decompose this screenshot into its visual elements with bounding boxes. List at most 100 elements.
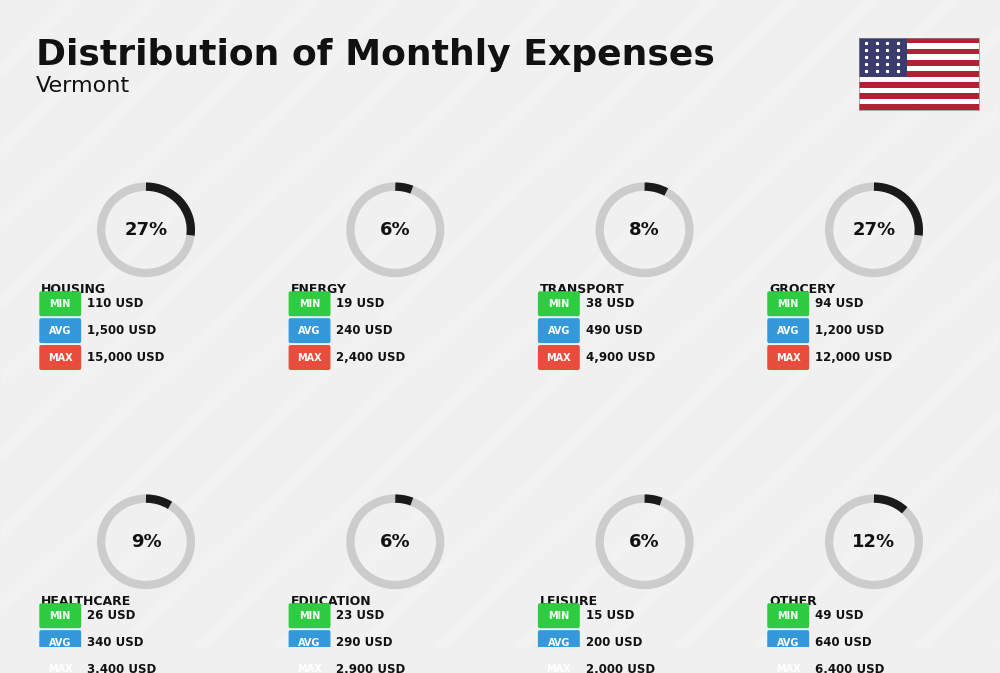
Text: 1,200 USD: 1,200 USD [815, 324, 884, 337]
Text: MIN: MIN [50, 299, 71, 309]
FancyBboxPatch shape [767, 657, 809, 673]
Text: AVG: AVG [548, 637, 570, 647]
FancyBboxPatch shape [859, 65, 979, 71]
Text: AVG: AVG [49, 637, 71, 647]
FancyBboxPatch shape [859, 82, 979, 87]
Text: 8%: 8% [629, 221, 660, 239]
Text: Distribution of Monthly Expenses: Distribution of Monthly Expenses [36, 38, 715, 72]
Text: 110 USD: 110 USD [87, 297, 144, 310]
Text: 15,000 USD: 15,000 USD [87, 351, 165, 364]
Text: MAX: MAX [297, 664, 322, 673]
Text: 6,400 USD: 6,400 USD [815, 663, 884, 673]
FancyBboxPatch shape [39, 603, 81, 628]
Text: MAX: MAX [547, 664, 571, 673]
Text: Vermont: Vermont [36, 76, 130, 96]
Text: MAX: MAX [48, 353, 73, 363]
Text: MAX: MAX [776, 353, 801, 363]
Text: 12%: 12% [852, 533, 896, 551]
FancyBboxPatch shape [859, 71, 979, 77]
Text: 23 USD: 23 USD [336, 609, 385, 623]
Text: MIN: MIN [548, 610, 569, 621]
FancyBboxPatch shape [767, 318, 809, 343]
FancyBboxPatch shape [859, 104, 979, 110]
Text: 640 USD: 640 USD [815, 636, 872, 649]
FancyBboxPatch shape [859, 38, 979, 43]
FancyBboxPatch shape [767, 345, 809, 370]
Text: HOUSING: HOUSING [41, 283, 106, 295]
FancyBboxPatch shape [538, 318, 580, 343]
Text: MAX: MAX [48, 664, 73, 673]
FancyBboxPatch shape [859, 38, 907, 77]
Text: MIN: MIN [50, 610, 71, 621]
Text: MIN: MIN [299, 610, 320, 621]
Text: MAX: MAX [297, 353, 322, 363]
Text: OTHER: OTHER [769, 595, 817, 608]
Text: LEISURE: LEISURE [540, 595, 598, 608]
FancyBboxPatch shape [859, 55, 979, 60]
FancyBboxPatch shape [859, 77, 979, 82]
FancyBboxPatch shape [767, 291, 809, 316]
Text: 240 USD: 240 USD [336, 324, 393, 337]
Text: AVG: AVG [298, 637, 321, 647]
FancyBboxPatch shape [859, 43, 979, 49]
FancyBboxPatch shape [39, 291, 81, 316]
FancyBboxPatch shape [39, 657, 81, 673]
FancyBboxPatch shape [39, 345, 81, 370]
Text: MAX: MAX [547, 353, 571, 363]
FancyBboxPatch shape [39, 630, 81, 655]
FancyBboxPatch shape [859, 87, 979, 94]
Text: 49 USD: 49 USD [815, 609, 864, 623]
Text: AVG: AVG [777, 326, 799, 336]
FancyBboxPatch shape [767, 603, 809, 628]
FancyBboxPatch shape [289, 345, 330, 370]
FancyBboxPatch shape [289, 630, 330, 655]
FancyBboxPatch shape [289, 318, 330, 343]
FancyBboxPatch shape [859, 49, 979, 55]
Text: 12,000 USD: 12,000 USD [815, 351, 892, 364]
Text: 2,900 USD: 2,900 USD [336, 663, 406, 673]
Text: AVG: AVG [298, 326, 321, 336]
FancyBboxPatch shape [767, 630, 809, 655]
Text: AVG: AVG [49, 326, 71, 336]
Text: 6%: 6% [380, 221, 411, 239]
FancyBboxPatch shape [289, 603, 330, 628]
Text: 38 USD: 38 USD [586, 297, 634, 310]
Text: 27%: 27% [852, 221, 896, 239]
Text: MIN: MIN [548, 299, 569, 309]
Text: 340 USD: 340 USD [87, 636, 144, 649]
Text: EDUCATION: EDUCATION [291, 595, 371, 608]
Text: MIN: MIN [778, 299, 799, 309]
FancyBboxPatch shape [39, 318, 81, 343]
FancyBboxPatch shape [859, 99, 979, 104]
Text: 19 USD: 19 USD [336, 297, 385, 310]
Text: 26 USD: 26 USD [87, 609, 136, 623]
Text: MIN: MIN [299, 299, 320, 309]
Text: 490 USD: 490 USD [586, 324, 642, 337]
Text: 2,400 USD: 2,400 USD [336, 351, 406, 364]
Text: MIN: MIN [778, 610, 799, 621]
Text: 290 USD: 290 USD [336, 636, 393, 649]
Text: 9%: 9% [131, 533, 161, 551]
Text: 3,400 USD: 3,400 USD [87, 663, 156, 673]
Text: 15 USD: 15 USD [586, 609, 634, 623]
FancyBboxPatch shape [538, 603, 580, 628]
Text: 6%: 6% [380, 533, 411, 551]
Text: AVG: AVG [548, 326, 570, 336]
FancyBboxPatch shape [859, 60, 979, 65]
Text: 6%: 6% [629, 533, 660, 551]
Text: 200 USD: 200 USD [586, 636, 642, 649]
FancyBboxPatch shape [538, 657, 580, 673]
FancyBboxPatch shape [289, 291, 330, 316]
Text: 1,500 USD: 1,500 USD [87, 324, 156, 337]
Text: ENERGY: ENERGY [291, 283, 347, 295]
FancyBboxPatch shape [289, 657, 330, 673]
Text: GROCERY: GROCERY [769, 283, 835, 295]
Text: MAX: MAX [776, 664, 801, 673]
Text: 2,000 USD: 2,000 USD [586, 663, 655, 673]
Text: TRANSPORT: TRANSPORT [540, 283, 625, 295]
FancyBboxPatch shape [538, 630, 580, 655]
Text: 27%: 27% [124, 221, 168, 239]
FancyBboxPatch shape [538, 345, 580, 370]
Text: HEALTHCARE: HEALTHCARE [41, 595, 132, 608]
Text: 4,900 USD: 4,900 USD [586, 351, 655, 364]
